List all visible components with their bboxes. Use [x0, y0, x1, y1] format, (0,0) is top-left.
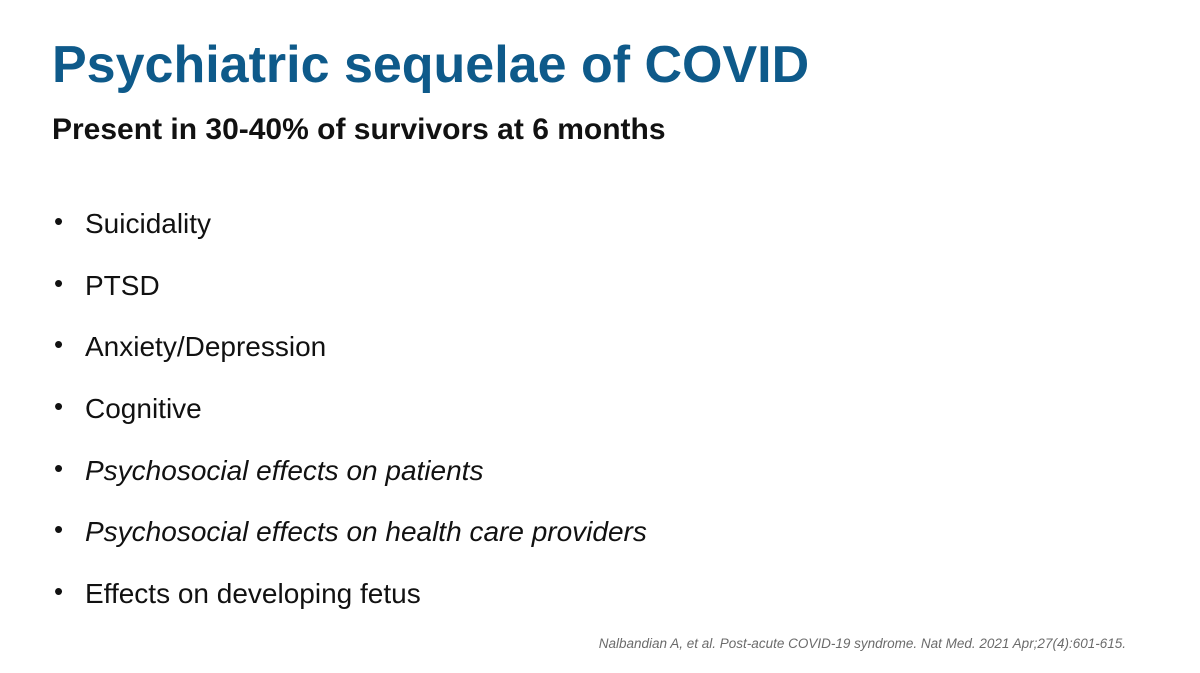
bullet-item-psychosocial-patients: • Psychosocial effects on patients [52, 440, 647, 502]
bullet-text: Anxiety/Depression [85, 331, 327, 363]
bullet-text: PTSD [85, 269, 160, 301]
slide-title: Psychiatric sequelae of COVID [52, 36, 810, 94]
bullet-item-cognitive: • Cognitive [52, 378, 647, 440]
bullet-text: Psychosocial effects on patients [85, 454, 484, 486]
bullet-dot-icon: • [54, 575, 64, 606]
bullet-dot-icon: • [54, 267, 64, 298]
bullet-text: Suicidality [85, 207, 212, 239]
bullet-dot-icon: • [54, 205, 64, 236]
bullet-dot-icon: • [54, 452, 64, 483]
bullet-item-anxiety-depression: • Anxiety/Depression [52, 316, 647, 378]
bullet-dot-icon: • [54, 329, 64, 360]
bullet-item-suicidality: • Suicidality [52, 193, 647, 255]
bullet-text: Psychosocial effects on health care prov… [85, 516, 647, 548]
slide-subtitle: Present in 30-40% of survivors at 6 mont… [52, 113, 666, 146]
bullet-item-developing-fetus: • Effects on developing fetus [52, 563, 647, 625]
bullet-list: • Suicidality • PTSD • Anxiety/Depressio… [52, 193, 647, 625]
citation: Nalbandian A, et al. Post-acute COVID-19… [598, 636, 1126, 651]
bullet-dot-icon: • [54, 514, 64, 545]
bullet-item-psychosocial-providers: • Psychosocial effects on health care pr… [52, 501, 647, 563]
bullet-dot-icon: • [54, 390, 64, 421]
bullet-text: Effects on developing fetus [85, 577, 421, 609]
bullet-text: Cognitive [85, 392, 202, 424]
bullet-item-ptsd: • PTSD [52, 255, 647, 317]
